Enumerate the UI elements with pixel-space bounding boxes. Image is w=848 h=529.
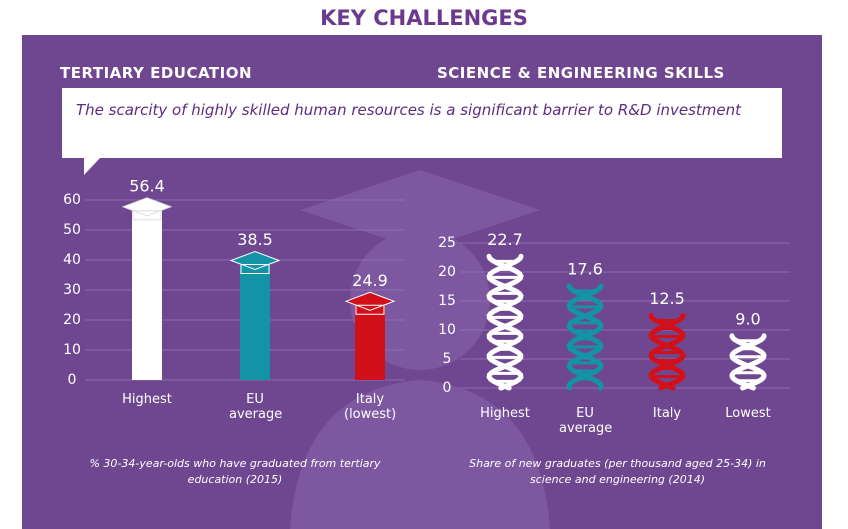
page-title: KEY CHALLENGES [320,6,528,30]
dna-strand [648,313,686,391]
y-tick-label: 0 [68,372,77,388]
value-label: 22.7 [487,230,523,249]
y-tick-label: 30 [63,282,81,298]
dna-strand [486,253,524,391]
dna-strand [566,283,604,391]
y-tick-label: 10 [63,342,81,358]
chart-title: TERTIARY EDUCATION [60,64,253,82]
bar [132,210,162,380]
y-tick-label: 20 [438,264,456,280]
bubble-tail [84,158,100,175]
graduation-cap [121,197,173,221]
y-tick-label: 60 [63,192,81,208]
y-tick-label: 0 [443,380,452,396]
x-tick-label: Highest [122,392,172,407]
x-tick-label: Italy (lowest) [344,392,397,422]
y-tick-label: 15 [438,293,456,309]
y-tick-label: 25 [438,235,456,251]
dna-strand [729,333,767,391]
x-tick-label: Highest [480,406,530,421]
value-label: 12.5 [649,289,685,308]
dna-backbone [729,333,767,391]
y-tick-label: 50 [63,222,81,238]
y-tick-label: 5 [443,351,452,367]
value-label: 24.9 [352,271,388,290]
callout: The scarcity of highly skilled human res… [62,88,782,158]
value-label: 38.5 [237,230,273,249]
x-tick-label: Italy [652,406,682,421]
y-tick-label: 10 [438,322,456,338]
graduation-cap [344,291,396,315]
x-tick-label: EU average [229,392,283,422]
y-tick-label: 20 [63,312,81,328]
value-label: 9.0 [735,309,760,328]
caption: % 30-34-year-olds who have graduated fro… [89,457,381,486]
chart-title: SCIENCE & ENGINEERING SKILLS [437,64,725,82]
graduation-cap [229,250,281,274]
value-label: 56.4 [129,176,165,195]
bar [240,264,270,380]
y-tick-label: 40 [63,252,81,268]
x-tick-label: Lowest [725,406,771,421]
x-tick-label: EU average [559,406,613,436]
bar [355,305,385,380]
value-label: 17.6 [567,259,603,278]
caption: Share of new graduates (per thousand age… [469,457,766,486]
